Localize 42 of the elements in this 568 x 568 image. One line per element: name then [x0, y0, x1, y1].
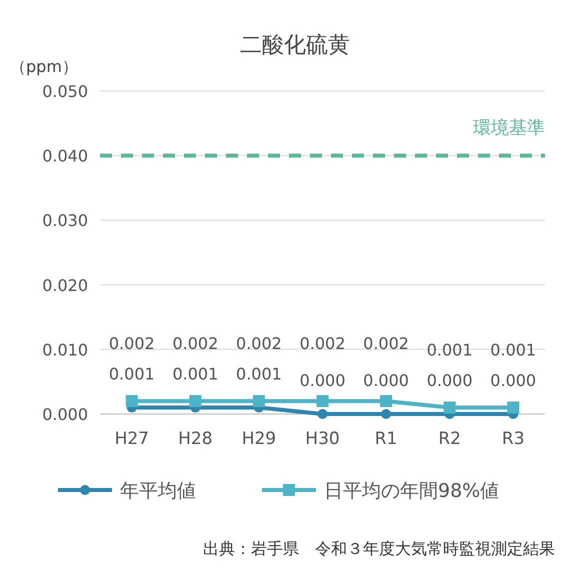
- legend-label: 日平均の年間98%値: [324, 480, 500, 502]
- point: [380, 395, 392, 408]
- point: [126, 395, 138, 408]
- point: [189, 395, 202, 408]
- x-tick-label: H27: [114, 429, 149, 449]
- legend-label: 年平均値: [120, 480, 196, 502]
- x-tick-label: R2: [438, 429, 461, 449]
- data-label: 0.001: [236, 364, 282, 384]
- point: [318, 409, 328, 419]
- x-tick-label: R1: [374, 429, 398, 449]
- data-label: 0.000: [363, 371, 409, 390]
- ref-line-label: 環境基準: [473, 118, 545, 139]
- x-tick-label: H28: [178, 429, 213, 449]
- data-label: 0.002: [108, 334, 155, 354]
- data-label: 0.002: [236, 334, 282, 354]
- data-label: 0.002: [363, 334, 409, 354]
- data-label: 0.002: [172, 334, 218, 354]
- x-tick-label: H29: [242, 429, 276, 449]
- point: [316, 395, 328, 408]
- y-axis-title: （ppm）: [10, 57, 78, 76]
- point: [252, 395, 265, 408]
- y-tick-label: 0.040: [42, 146, 88, 166]
- x-tick-label: R3: [502, 429, 525, 449]
- data-label: 0.000: [300, 371, 346, 390]
- point: [381, 409, 392, 419]
- y-tick-label: 0.030: [42, 211, 88, 230]
- point: [444, 402, 456, 414]
- data-label: 0.001: [108, 364, 155, 384]
- source-note: 出典：岩手県 令和３年度大気常時監視測定結果: [203, 539, 555, 558]
- data-label: 0.000: [426, 371, 473, 390]
- y-tick-label: 0.010: [42, 340, 88, 360]
- data-label: 0.001: [426, 340, 473, 360]
- x-tick-label: H30: [305, 429, 340, 449]
- y-tick-label: 0.050: [42, 82, 88, 101]
- data-label: 0.000: [490, 371, 536, 390]
- y-tick-label: 0.020: [42, 276, 88, 295]
- data-label: 0.001: [172, 364, 218, 384]
- data-label: 0.001: [490, 340, 536, 360]
- data-label: 0.002: [300, 334, 346, 354]
- y-tick-label: 0.000: [42, 405, 88, 424]
- point: [507, 402, 520, 414]
- chart-title: 二酸化硫黄: [240, 33, 350, 58]
